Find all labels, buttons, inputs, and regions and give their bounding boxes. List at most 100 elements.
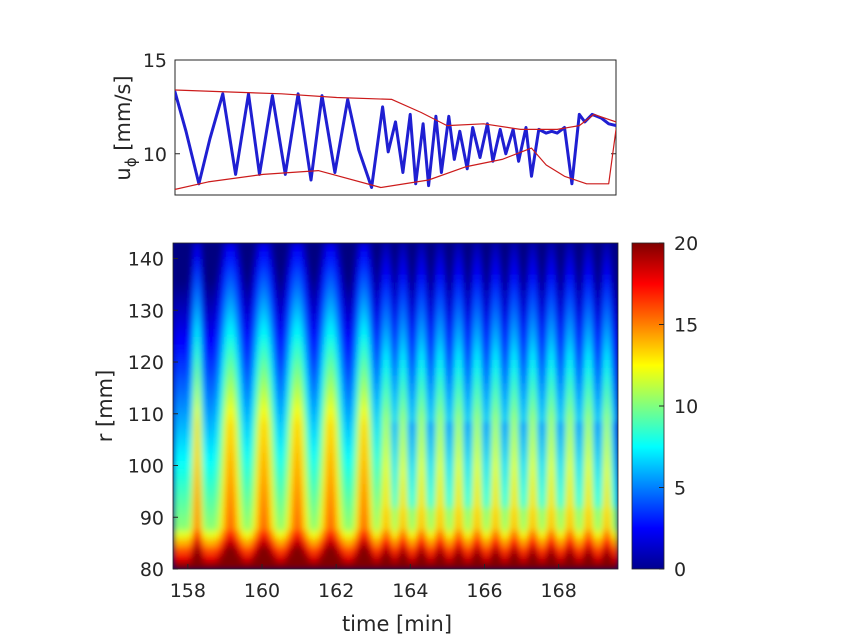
heatmap-cell — [198, 266, 202, 275]
heatmap-cell — [174, 258, 178, 267]
heatmap-cell — [326, 305, 330, 314]
heatmap-cell — [341, 444, 345, 454]
heatmap-cell — [388, 537, 391, 547]
heatmap-cell — [239, 483, 243, 492]
heatmap-cell — [358, 406, 361, 415]
heatmap-cell — [237, 367, 241, 376]
heatmap-cell — [362, 328, 365, 337]
heatmap-cell — [293, 258, 296, 267]
heatmap-cell — [197, 561, 200, 569]
heatmap-cell — [378, 266, 382, 275]
heatmap-cell — [352, 545, 356, 555]
heatmap-cell — [321, 460, 324, 469]
heatmap-cell — [317, 328, 321, 337]
heatmap-cell — [330, 406, 334, 415]
heatmap-cell — [273, 491, 276, 500]
heatmap-cell — [352, 281, 356, 291]
heatmap-cell — [336, 351, 339, 361]
heatmap-cell — [256, 258, 259, 267]
heatmap-cell — [236, 297, 239, 306]
heatmap-cell — [299, 545, 302, 555]
heatmap-cell — [187, 530, 191, 539]
heatmap-cell — [284, 522, 287, 531]
heatmap-cell — [178, 444, 182, 454]
heatmap-cell — [328, 359, 332, 368]
heatmap-cell — [280, 429, 283, 438]
heatmap-cell — [215, 390, 219, 399]
heatmap-cell — [310, 297, 313, 306]
heatmap-cell — [258, 530, 261, 539]
heatmap-cell — [312, 468, 315, 477]
heatmap-cell — [312, 452, 315, 461]
heatmap-cell — [213, 553, 217, 562]
heatmap-cell — [210, 429, 213, 438]
heatmap-cell — [256, 281, 259, 291]
heatmap-cell — [384, 328, 387, 337]
heatmap-cell — [271, 297, 274, 306]
heatmap-cell — [299, 328, 302, 337]
heatmap-cell — [356, 243, 360, 252]
heatmap-cell — [273, 545, 276, 555]
heatmap-cell — [254, 336, 258, 345]
heatmap-cell — [326, 530, 330, 539]
heatmap-cell — [287, 537, 291, 547]
heatmap-cell — [284, 475, 287, 485]
heatmap-cell — [274, 343, 278, 353]
heatmap-cell — [306, 468, 309, 477]
heatmap-cell — [189, 437, 193, 446]
heatmap-cell — [223, 336, 226, 345]
heatmap-cell — [287, 545, 291, 555]
heatmap-cell — [193, 468, 196, 477]
heatmap-cell — [330, 359, 334, 368]
heatmap-cell — [273, 437, 276, 446]
heatmap-cell — [247, 305, 250, 314]
heatmap-cell — [315, 274, 319, 283]
heatmap-cell — [221, 483, 224, 492]
heatmap-cell — [338, 499, 341, 508]
heatmap-cell — [200, 545, 204, 555]
heatmap-cell — [306, 281, 309, 291]
heatmap-cell — [378, 553, 382, 562]
heatmap-cell — [243, 320, 246, 329]
heatmap-cell — [180, 413, 183, 423]
heatmap-cell — [200, 530, 204, 539]
heatmap-cell — [269, 452, 272, 461]
heatmap-cell — [299, 437, 302, 446]
heatmap-cell — [265, 343, 269, 353]
heatmap-cell — [208, 421, 211, 430]
heatmap-cell — [215, 289, 219, 298]
heatmap-cell — [173, 530, 176, 539]
heatmap-cell — [351, 530, 354, 539]
heatmap-cell — [260, 483, 263, 492]
heatmap-cell — [297, 468, 300, 477]
heatmap-cell — [351, 367, 354, 376]
heatmap-cell — [276, 351, 280, 361]
heatmap-cell — [247, 281, 250, 291]
heatmap-cell — [304, 468, 308, 477]
heatmap-cell — [373, 374, 376, 384]
heatmap-cell — [241, 351, 245, 361]
heatmap-cell — [358, 506, 361, 516]
heatmap-cell — [362, 250, 365, 260]
heatmap-cell — [343, 281, 347, 291]
heatmap-cell — [371, 367, 374, 376]
heatmap-cell — [260, 305, 263, 314]
heatmap-cell — [319, 351, 322, 361]
heatmap-cell — [317, 514, 321, 524]
heatmap-cell — [376, 382, 380, 392]
heatmap-cell — [367, 258, 371, 267]
heatmap-cell — [341, 553, 345, 562]
heatmap-cell — [317, 460, 321, 469]
heatmap-cell — [185, 553, 189, 562]
heatmap-cell — [280, 266, 283, 275]
heatmap-cell — [371, 452, 374, 461]
heatmap-cell — [230, 545, 233, 555]
heatmap-cell — [356, 274, 360, 283]
heatmap-cell — [352, 406, 356, 415]
heatmap-cell — [341, 281, 345, 291]
heatmap-cell — [323, 243, 326, 252]
heatmap-cell — [312, 351, 315, 361]
heatmap-cell — [223, 398, 226, 407]
heatmap-cell — [206, 374, 209, 384]
heatmap-cell — [302, 374, 306, 384]
